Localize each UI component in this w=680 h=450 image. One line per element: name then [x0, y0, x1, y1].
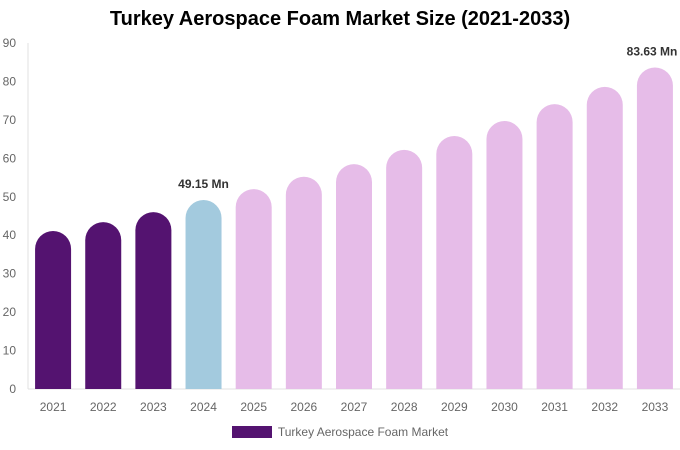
y-tick-label: 60	[3, 151, 17, 165]
bar-2021	[35, 230, 72, 389]
x-tick-label: 2024	[190, 400, 217, 414]
y-tick-label: 90	[3, 36, 17, 50]
x-tick-label: 2022	[90, 400, 117, 414]
data-label: 49.15 Mn	[178, 177, 229, 191]
legend-label: Turkey Aerospace Foam Market	[277, 425, 449, 439]
bar-2024	[185, 200, 222, 389]
bar-2028	[386, 149, 423, 389]
x-tick-label: 2026	[290, 400, 317, 414]
bar-2025	[235, 189, 272, 389]
x-tick-label: 2021	[40, 400, 67, 414]
bar-2033	[636, 67, 673, 389]
y-tick-label: 0	[9, 382, 16, 396]
x-tick-label: 2032	[591, 400, 618, 414]
x-tick-label: 2030	[491, 400, 518, 414]
x-tick-label: 2033	[642, 400, 669, 414]
y-tick-label: 20	[3, 305, 17, 319]
y-tick-label: 50	[3, 190, 17, 204]
bar-2026	[285, 176, 322, 389]
bar-2031	[536, 104, 573, 390]
x-tick-label: 2027	[341, 400, 368, 414]
legend: Turkey Aerospace Foam Market	[0, 425, 680, 439]
y-tick-label: 70	[3, 113, 17, 127]
y-tick-label: 80	[3, 74, 17, 88]
x-tick-label: 2023	[140, 400, 167, 414]
legend-swatch	[231, 426, 272, 438]
data-label: 83.63 Mn	[627, 44, 678, 58]
x-tick-label: 2028	[391, 400, 418, 414]
x-tick-label: 2031	[541, 400, 568, 414]
y-tick-label: 40	[3, 228, 17, 242]
x-tick-label: 2025	[240, 400, 267, 414]
bar-2027	[336, 164, 372, 389]
y-tick-label: 30	[3, 267, 17, 281]
bar-2022	[85, 222, 122, 389]
x-tick-label: 2029	[441, 400, 468, 414]
bar-2023	[135, 212, 172, 389]
bar-2030	[486, 121, 523, 389]
bar-2029	[436, 136, 473, 389]
y-tick-label: 10	[3, 344, 17, 358]
bar-2032	[586, 86, 623, 390]
chart-title: Turkey Aerospace Foam Market Size (2021-…	[109, 8, 571, 30]
